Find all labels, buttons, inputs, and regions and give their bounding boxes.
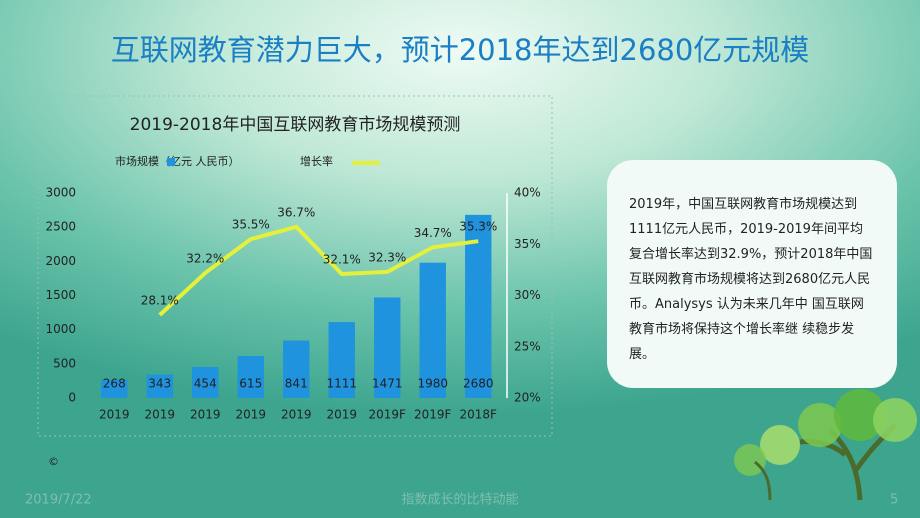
- line-value-label: 32.1%: [323, 252, 361, 266]
- bar-value-label: 343: [148, 377, 171, 391]
- bar: [283, 340, 310, 398]
- y2-tick-label: 25%: [514, 339, 541, 353]
- copyright: ©: [48, 455, 59, 468]
- bar: [374, 297, 401, 398]
- bar: [146, 374, 173, 398]
- y-tick-label: 1500: [45, 288, 76, 302]
- chart-title: 2019-2018年中国互联网教育市场规模预测: [130, 115, 461, 135]
- slide-title: 互联网教育潜力巨大，预计2018年达到2680亿元规模: [111, 33, 810, 67]
- tree-decoration: [734, 389, 917, 501]
- y-tick-label: 3000: [45, 186, 76, 200]
- x-tick-label: 2019F: [414, 408, 452, 422]
- chart-frame: [37, 95, 553, 437]
- line-value-label: 28.1%: [141, 293, 179, 307]
- bar-value-label: 454: [194, 377, 217, 391]
- line-value-label: 32.3%: [368, 250, 406, 264]
- footer-center: 指数成长的比特动能: [401, 492, 518, 508]
- y2-tick-label: 20%: [514, 391, 541, 405]
- y-tick-label: 2000: [45, 254, 76, 268]
- x-tick-label: 2019F: [369, 408, 407, 422]
- bar-value-label: 615: [239, 377, 262, 391]
- line: [158, 224, 479, 317]
- x-tick-label: 2019: [326, 408, 357, 422]
- bar-value-label: 1980: [417, 377, 448, 391]
- y-tick-label: 500: [53, 356, 76, 370]
- bar-value-label: 2680: [463, 377, 494, 391]
- y-tick-label: 0: [68, 391, 76, 405]
- x-tick-label: 2019: [190, 408, 221, 422]
- line-value-label: 32.2%: [186, 251, 224, 265]
- bar-value-label: 1111: [326, 377, 357, 391]
- x-tick-label: 2019: [144, 408, 175, 422]
- x-tick-label: 2018F: [460, 408, 498, 422]
- y-tick-label: 2500: [45, 220, 76, 234]
- bar-value-label: 268: [103, 377, 126, 391]
- y2-tick-label: 40%: [514, 186, 541, 200]
- x-tick-label: 2019: [99, 408, 130, 422]
- x-tick-label: 2019: [281, 408, 312, 422]
- line-value-label: 35.5%: [232, 218, 270, 232]
- footer-page: 5: [890, 493, 898, 508]
- legend-label: 市场规模（亿元 人民币）: [115, 154, 240, 168]
- bar: [328, 322, 355, 398]
- bar: [192, 366, 219, 398]
- bar: [419, 262, 446, 398]
- y2-tick-label: 35%: [514, 237, 541, 251]
- x-tick-label: 2019: [235, 408, 266, 422]
- bar: [465, 214, 492, 398]
- line-value-label: 36.7%: [277, 205, 315, 219]
- y-tick-label: 1000: [45, 322, 76, 336]
- text-box: 2019年，中国互联网教育市场规模达到1111亿元人民币，2019-2019年间…: [607, 160, 897, 388]
- line-value-label: 34.7%: [414, 226, 452, 240]
- footer-date: 2019/7/22: [25, 493, 92, 508]
- y2-tick-label: 30%: [514, 288, 541, 302]
- bar: [101, 379, 128, 398]
- legend-label: 增长率: [300, 154, 333, 168]
- bar-value-label: 1471: [372, 377, 403, 391]
- legend-swatch: [167, 158, 175, 166]
- bar-value-label: 841: [285, 377, 308, 391]
- line-value-label: 35.3%: [459, 220, 497, 234]
- bar: [237, 355, 264, 398]
